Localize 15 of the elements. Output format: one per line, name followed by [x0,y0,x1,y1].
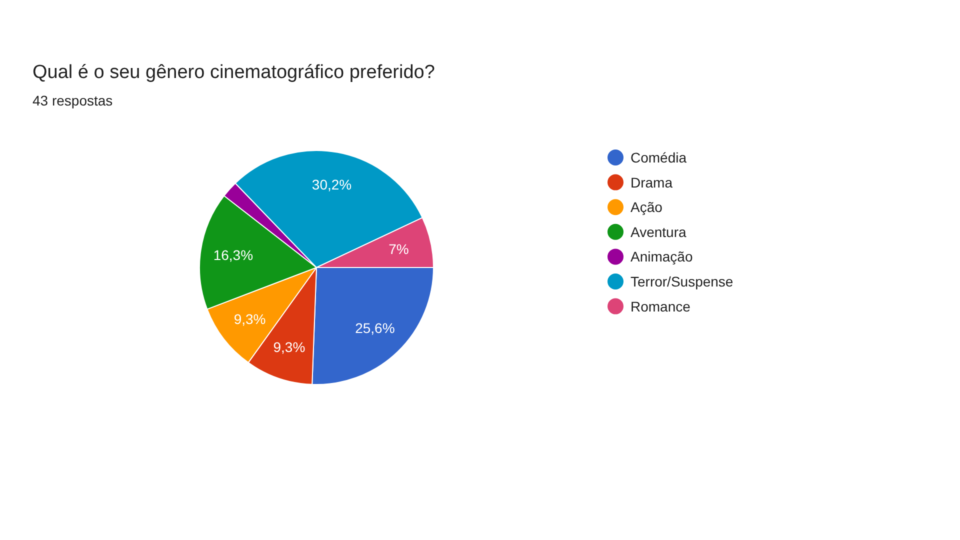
data-label: 9,3% [234,310,266,327]
legend-label: Comédia [630,150,687,166]
data-label: 25,6% [355,320,395,336]
legend-label: Ação [630,199,663,216]
legend-label: Aventura [630,224,686,240]
data-label: 7% [388,241,409,258]
data-label: 9,3% [273,339,306,356]
chart-title: Qual é o seu gênero cinematográfico preferido? [32,62,435,83]
text: 43 respostas [32,92,113,108]
data-label: 30,2% [312,176,352,193]
legend-label: Drama [630,174,673,190]
data-label: 16,3% [213,247,254,264]
legend-label: Romance [630,298,691,314]
legend-label: Terror/Suspense [630,274,734,290]
legend-label: Animação [630,248,693,265]
